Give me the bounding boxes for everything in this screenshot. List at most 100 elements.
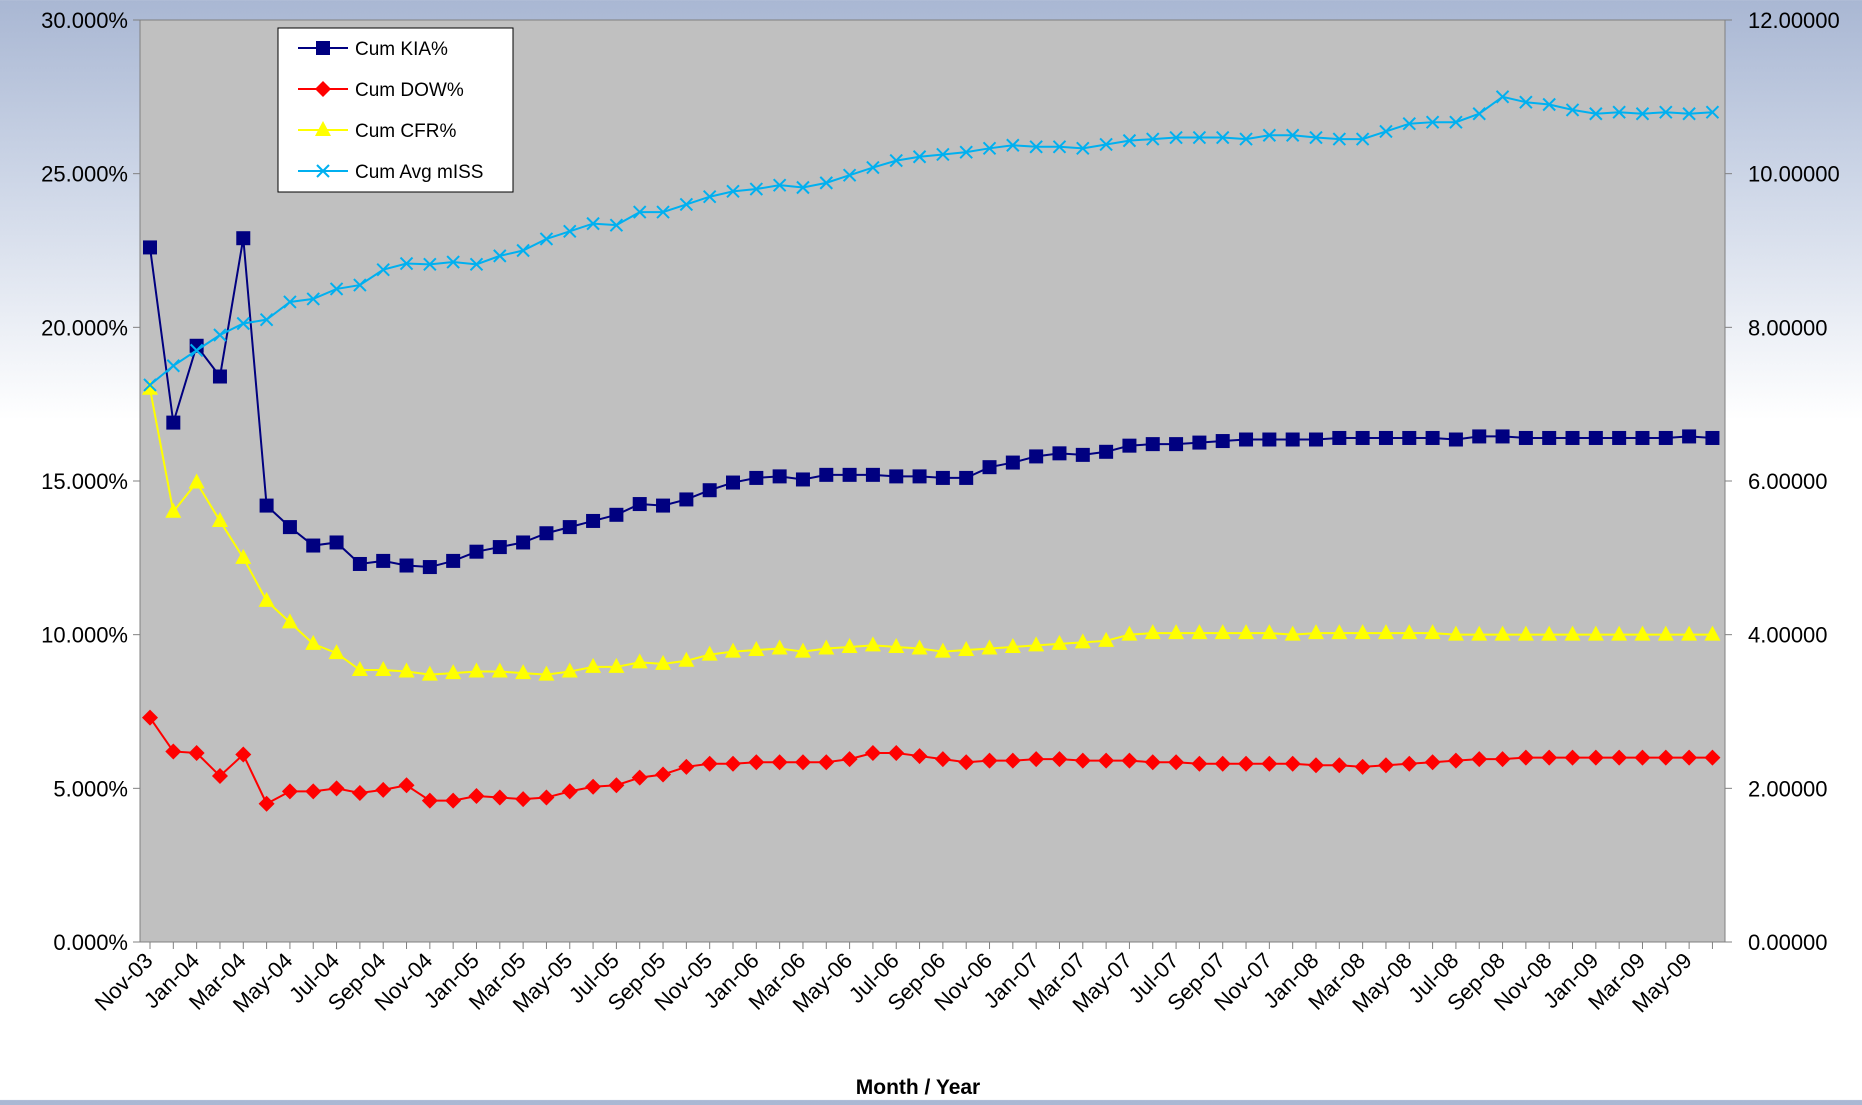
data-point-cum-cfr [421, 665, 438, 681]
data-point-cum-kia [306, 538, 321, 553]
data-point-cum-kia [795, 472, 810, 487]
data-point-cum-avg-miss [1425, 115, 1440, 129]
data-point-cum-dow [631, 769, 648, 786]
data-point-cum-cfr [794, 642, 811, 658]
data-point-cum-avg-miss [609, 218, 624, 232]
data-point-cum-avg-miss [1216, 130, 1230, 145]
data-point-cum-cfr [258, 591, 275, 607]
data-point-cum-avg-miss [1006, 138, 1020, 152]
data-point-cum-avg-miss [329, 282, 344, 296]
data-point-cum-dow [1074, 752, 1091, 769]
data-point-cum-cfr [864, 636, 881, 652]
data-point-cum-avg-miss [1285, 128, 1300, 142]
data-point-cum-avg-miss [399, 256, 414, 271]
data-point-cum-dow [211, 768, 228, 785]
data-point-cum-cfr [1144, 624, 1161, 640]
data-point-cum-avg-miss [236, 316, 250, 331]
data-point-cum-avg-miss [353, 278, 367, 292]
data-point-cum-cfr [818, 639, 835, 655]
data-point-cum-avg-miss [679, 197, 694, 212]
data-point-cum-cfr [958, 641, 975, 657]
data-point-cum-dow [165, 743, 182, 760]
data-point-cum-avg-miss [1659, 105, 1673, 119]
data-point-cum-kia [889, 469, 904, 484]
data-point-cum-kia [516, 535, 531, 550]
data-point-cum-dow [1354, 758, 1371, 775]
data-point-cum-cfr [305, 634, 322, 650]
data-point-cum-cfr [981, 639, 998, 655]
data-point-cum-cfr [375, 661, 392, 677]
data-point-cum-avg-miss [143, 378, 157, 392]
data-point-cum-cfr [725, 642, 741, 658]
data-point-cum-dow [1471, 751, 1488, 768]
data-point-cum-cfr [1098, 631, 1115, 647]
data-point-cum-dow [1261, 755, 1278, 772]
data-point-cum-avg-miss [1122, 133, 1137, 148]
data-point-cum-avg-miss [889, 153, 903, 168]
x-axis-title: Month / Year [856, 1076, 980, 1099]
data-point-cum-cfr [1214, 624, 1231, 640]
data-point-cum-cfr [701, 645, 718, 661]
data-point-cum-dow [1168, 754, 1185, 771]
data-point-cum-kia [586, 513, 601, 528]
data-point-cum-dow [1308, 757, 1324, 774]
data-point-cum-cfr [211, 511, 228, 527]
data-point-cum-kia [1309, 432, 1323, 447]
data-point-cum-dow [1144, 754, 1161, 771]
data-point-cum-dow [1681, 749, 1698, 766]
data-point-cum-dow [142, 709, 158, 726]
data-point-cum-cfr [771, 639, 788, 655]
data-point-cum-kia [1122, 438, 1137, 453]
data-point-cum-cfr [491, 662, 508, 678]
data-point-cum-avg-miss [936, 147, 950, 162]
data-point-cum-kia [1099, 444, 1114, 459]
data-point-cum-avg-miss [1472, 107, 1486, 121]
data-point-cum-kia [935, 470, 950, 485]
data-point-cum-cfr [1284, 625, 1301, 641]
data-point-cum-avg-miss [213, 328, 227, 342]
data-point-cum-dow [888, 744, 905, 761]
data-point-cum-avg-miss [586, 216, 600, 231]
data-point-cum-dow [1051, 751, 1068, 768]
data-point-cum-cfr [1401, 624, 1418, 640]
data-point-cum-dow [1447, 752, 1464, 769]
data-point-cum-cfr [1704, 625, 1721, 641]
data-point-cum-cfr [1634, 625, 1651, 641]
data-point-cum-dow [1657, 749, 1674, 766]
data-point-cum-avg-miss [1612, 105, 1626, 119]
y-right-tick-label: 2.00000 [1748, 776, 1828, 801]
data-point-cum-dow [818, 754, 835, 771]
data-point-cum-dow [445, 792, 462, 809]
data-point-cum-dow [1611, 749, 1628, 766]
x-tick-label: Nov-03 [90, 948, 158, 1016]
data-point-cum-dow [1238, 755, 1255, 772]
data-point-cum-kia [702, 483, 717, 498]
series-line-cum-avg-miss [149, 95, 1713, 386]
data-point-cum-cfr [1471, 625, 1488, 641]
data-point-cum-cfr [608, 657, 625, 673]
data-point-cum-avg-miss [1146, 132, 1160, 146]
legend-entry-cum-dow: Cum DOW% [298, 80, 464, 101]
data-point-cum-dow [1704, 749, 1721, 766]
data-point-cum-avg-miss [912, 150, 927, 164]
data-point-cum-kia [1448, 432, 1463, 447]
data-point-cum-kia [1425, 430, 1440, 445]
data-point-cum-cfr [888, 637, 905, 653]
data-point-cum-avg-miss [726, 184, 740, 199]
data-point-cum-cfr [748, 641, 765, 657]
data-point-cum-avg-miss [493, 249, 507, 263]
data-point-cum-cfr [631, 653, 648, 669]
legend-label: Cum DOW% [355, 80, 464, 101]
legend-label: Cum KIA% [355, 39, 448, 60]
data-point-cum-cfr [1238, 624, 1255, 640]
series-cum-dow [142, 709, 1721, 812]
data-point-cum-avg-miss [702, 190, 717, 204]
data-point-cum-avg-miss [516, 243, 530, 258]
y-right-tick-label: 12.00000 [1748, 8, 1840, 33]
data-point-cum-avg-miss [982, 141, 997, 156]
series-cum-kia [143, 231, 1720, 575]
data-point-cum-dow [771, 754, 788, 771]
data-point-cum-dow [1098, 752, 1115, 769]
data-point-cum-kia [819, 467, 834, 482]
